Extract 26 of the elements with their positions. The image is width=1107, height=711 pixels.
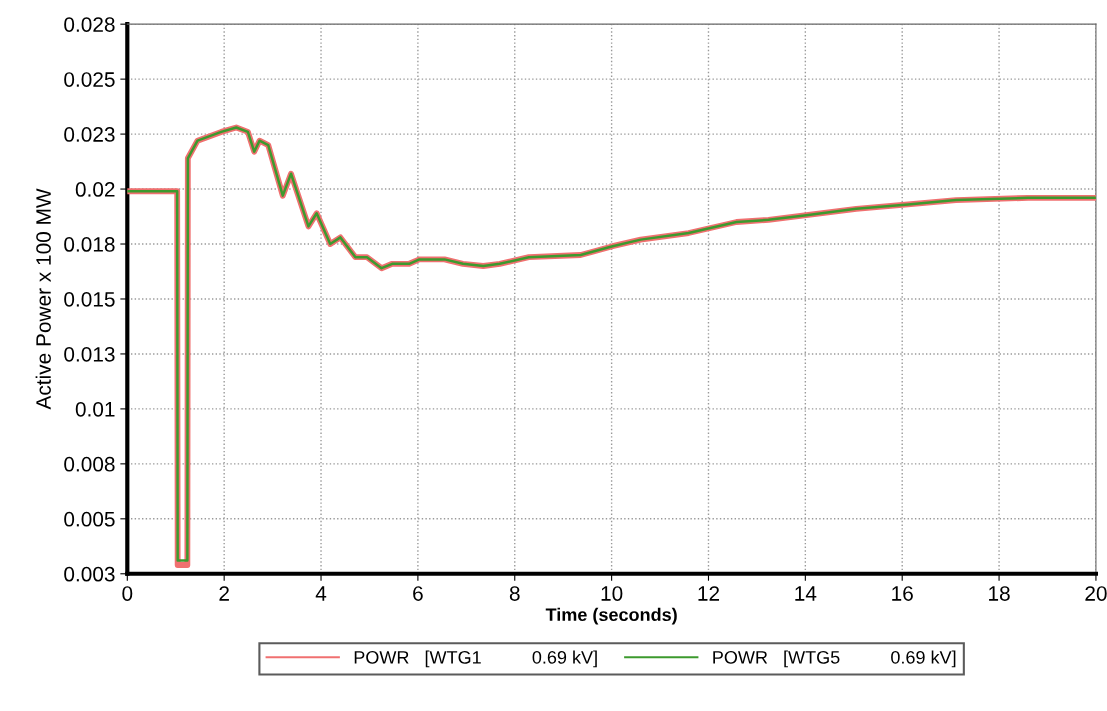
x-tick-label: 16 <box>892 586 913 601</box>
y-tick-label: 0.003 <box>64 566 115 582</box>
y-tick-label: 0.01 <box>75 401 115 417</box>
x-tick-label: 4 <box>315 586 327 601</box>
x-tick-label: 6 <box>413 586 423 601</box>
y-tick-label: 0.005 <box>64 511 115 527</box>
x-tick-label: 14 <box>795 586 817 601</box>
y-tick-label: 0.013 <box>64 346 115 362</box>
y-tick-label: 0.015 <box>64 291 115 307</box>
x-tick-label: 10 <box>601 586 623 601</box>
y-tick-label: 0.018 <box>64 237 115 252</box>
y-axis-title: Active Power x 100 MW <box>35 188 51 410</box>
y-tick-label: 0.008 <box>64 456 115 472</box>
x-tick-label: 0 <box>122 586 133 601</box>
y-tick-label: 0.025 <box>64 72 115 87</box>
x-tick-label: 8 <box>509 586 520 601</box>
x-tick-label: 2 <box>219 586 229 601</box>
y-tick-label: 0.028 <box>64 17 115 32</box>
x-tick-label: 20 <box>1085 586 1107 601</box>
y-tick-label: 0.023 <box>64 127 115 142</box>
x-tick-label: 18 <box>989 586 1010 601</box>
x-tick-label: 12 <box>698 586 720 601</box>
legend-label: POWR [WTG1 0.69 kV] <box>354 650 597 668</box>
legend-label: POWR [WTG5 0.69 kV] <box>713 650 956 668</box>
y-tick-label: 0.02 <box>75 182 115 197</box>
x-axis-title: Time (seconds) <box>545 607 677 625</box>
